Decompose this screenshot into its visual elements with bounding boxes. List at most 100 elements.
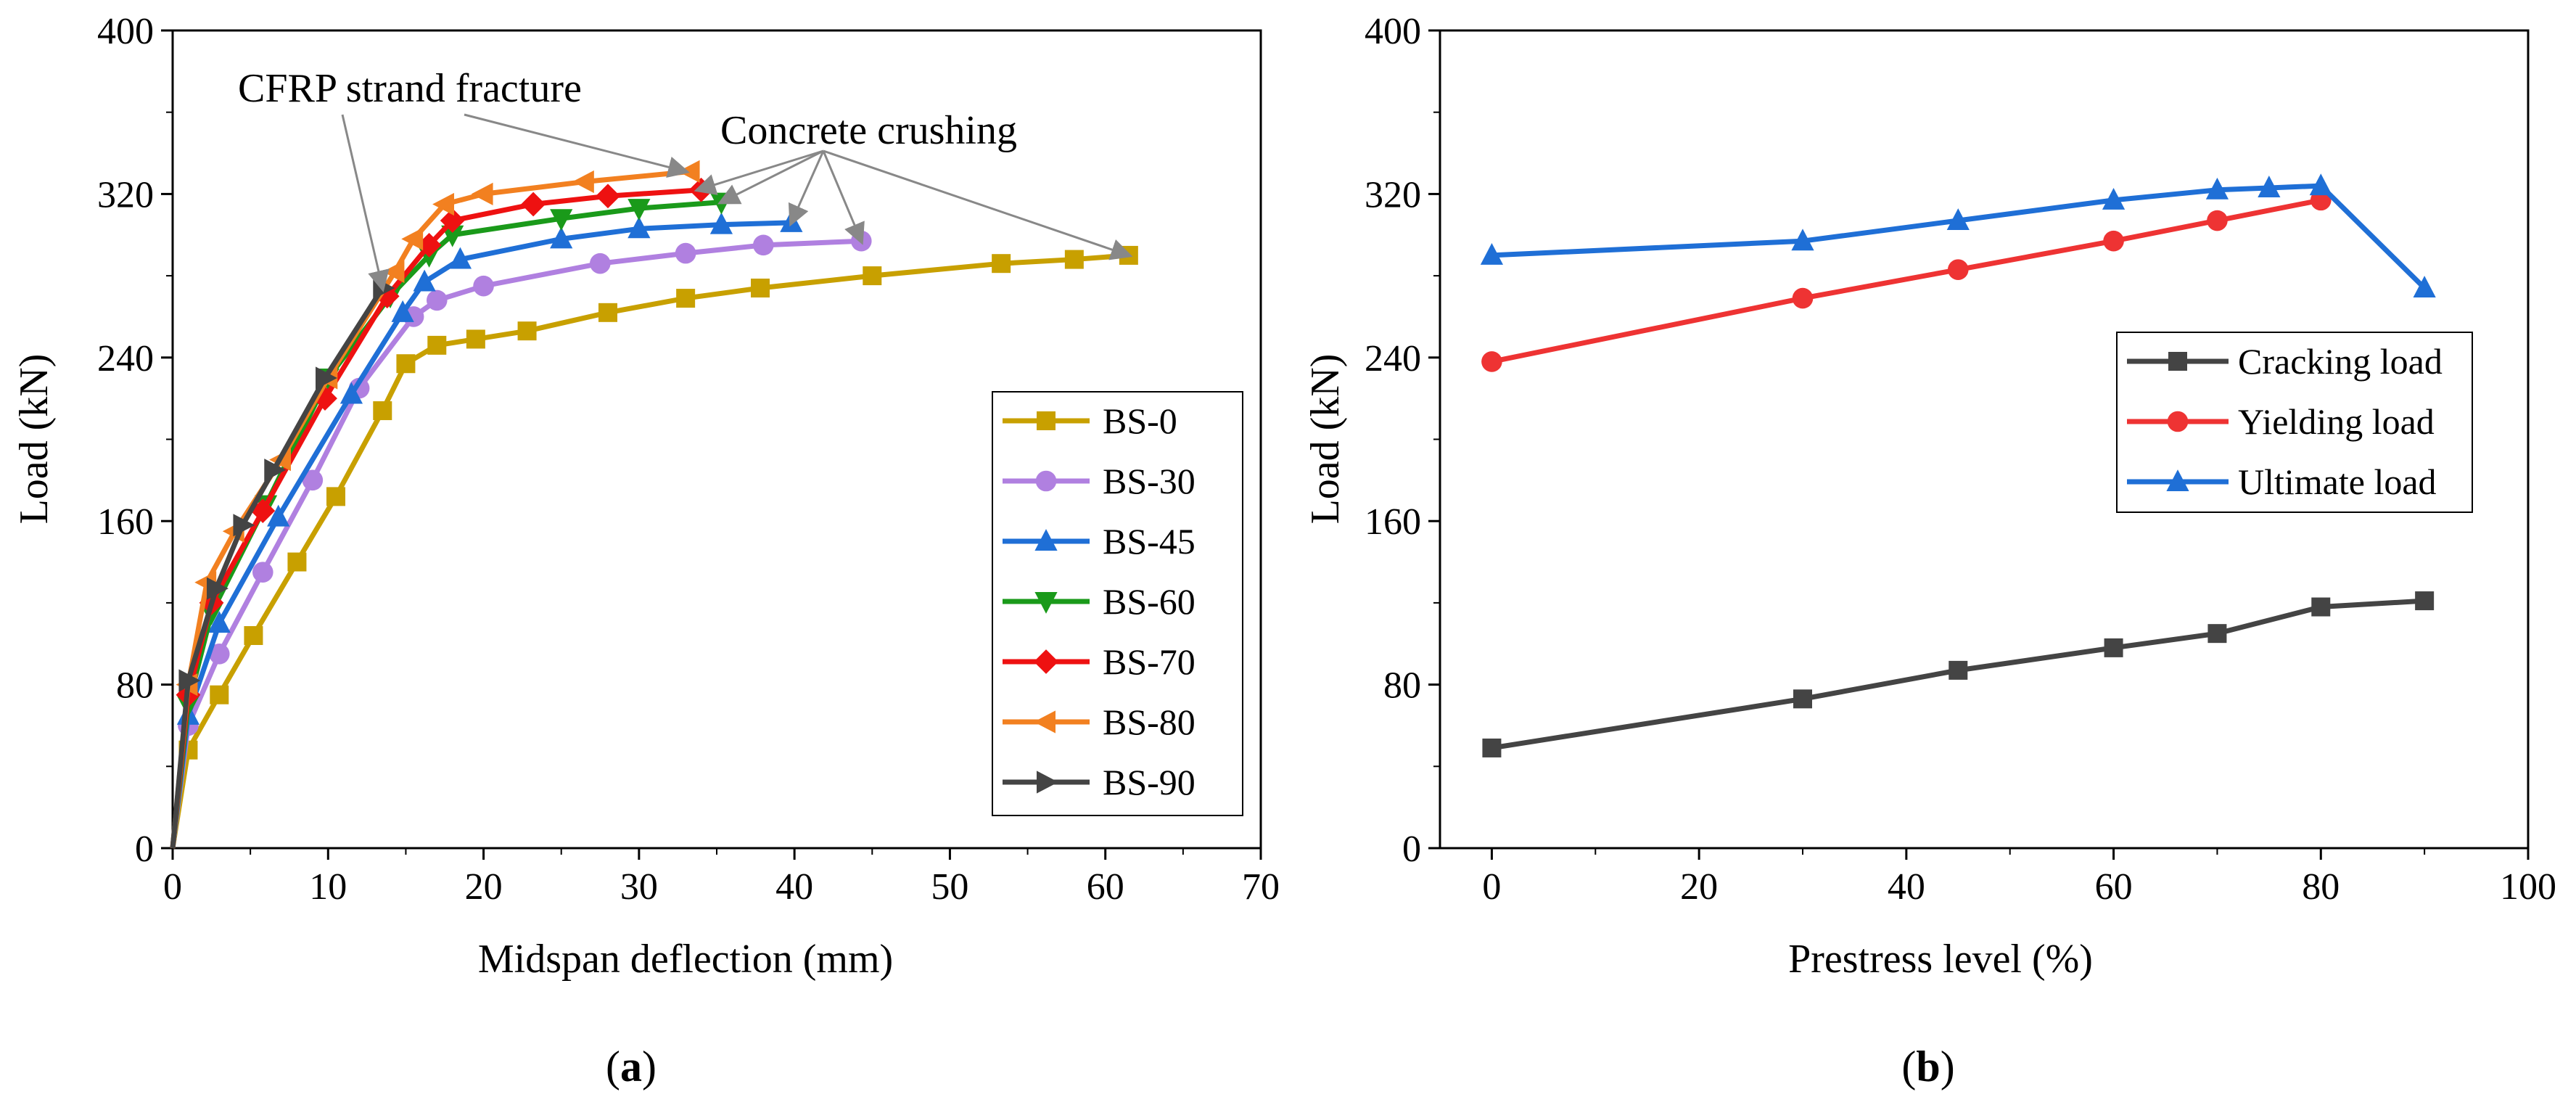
data-point [287,552,307,572]
y-tick-label: 80 [116,665,154,707]
chart-a-legend: BS-0 BS-30 BS-45 BS-60 BS-70 BS-80 BS-90 [992,391,1243,816]
legend-label: BS-30 [1103,461,1196,501]
data-point [596,184,620,209]
series-bs-30 [170,230,872,849]
data-point [473,275,494,297]
chart-b: 0 20 40 60 80 100 0 80 160 240 320 400 Prestress le… [1303,11,2556,1090]
data-point [267,504,290,527]
arrow-crushing-bs60 [717,149,824,205]
data-point [426,289,448,311]
data-point [1481,351,1502,372]
panel-label-b-letter: b [1916,1043,1940,1090]
data-point [1793,689,1812,709]
y-tick-label: 320 [97,174,154,215]
data-point [2103,230,2124,252]
data-point [2413,276,2436,298]
x-tick-label: 40 [1888,866,1925,908]
data-point [1480,243,1504,265]
y-tick-label: 240 [1365,338,1421,379]
data-point [326,487,345,506]
legend-label: BS-90 [1103,762,1196,802]
data-point [448,247,472,269]
legend-label: BS-70 [1103,641,1196,682]
y-tick-label: 160 [97,501,154,543]
data-point [313,386,337,411]
data-point [751,279,770,298]
panel-label-b: (b) [1901,1043,1954,1090]
series-line [170,187,701,849]
data-point [2415,591,2435,611]
data-point [550,226,573,249]
legend-marker [2168,352,2187,371]
x-tick-label: 0 [163,866,182,908]
data-point [396,354,416,374]
data-point [1482,738,1502,757]
legend-marker [1034,710,1055,734]
legend-marker [1034,649,1058,674]
data-point [709,212,733,234]
data-point [302,469,324,491]
legend-label: Yielding load [2238,401,2435,442]
chart-b-legend: Cracking load Yielding load Ultimate load [2116,332,2473,513]
data-point [427,335,447,355]
chart-a-annotations: CFRP strand fracture Concrete crushing [238,66,1133,292]
y-tick-label: 0 [1402,829,1421,870]
series-bs-45 [170,210,803,849]
data-point [208,644,230,665]
legend-marker [1037,771,1058,794]
y-tick-label: 320 [1365,174,1421,215]
series-bs-70 [170,177,714,849]
arrow-crushing-bs0 [823,149,1133,260]
chart-a-xlabel: Midspan deflection (mm) [478,937,893,982]
chart-a: 0 10 20 30 40 50 60 70 0 80 160 240 320 400 CFRP stra… [12,11,1280,1090]
chart-a-ylabel: Load (kN) [12,354,57,525]
data-point [992,254,1011,274]
x-tick-label: 70 [1242,866,1280,908]
data-point [521,192,546,217]
legend-label: Ultimate load [2238,461,2437,502]
series-line [1491,197,2321,364]
legend-marker [1034,529,1058,551]
y-tick-label: 400 [1365,11,1421,52]
x-tick-label: 30 [620,866,658,908]
x-tick-label: 60 [1087,866,1124,908]
data-point [441,225,464,247]
arrow-crushing-bs45 [788,150,825,227]
data-point [2102,187,2126,210]
data-point [391,300,414,322]
data-point [340,382,363,404]
series-line [170,287,385,849]
data-point [2205,177,2229,200]
legend-label: Cracking load [2238,341,2443,382]
chart-b-xlabel: Prestress level (%) [1788,937,2093,982]
legend-marker [1034,592,1058,614]
data-point [2207,624,2227,644]
x-tick-label: 50 [931,866,968,908]
data-point [676,289,696,308]
panel-label-a-letter: a [620,1043,642,1090]
x-tick-label: 20 [1680,866,1718,908]
x-tick-label: 20 [465,866,503,908]
data-point [863,266,882,286]
legend-marker [1035,470,1057,492]
series-bs-0 [170,245,1138,849]
data-point [2207,210,2228,231]
x-tick-label: 80 [2302,866,2340,908]
series-line [170,252,1129,849]
data-point [627,216,651,239]
data-point [572,170,594,194]
data-point [401,227,424,250]
data-point [1064,250,1084,269]
series-bs-80 [170,160,700,849]
arrow-fracture-bs80 [464,113,690,178]
x-tick-label: 60 [2095,866,2133,908]
series-bs-90 [170,276,395,849]
data-point [244,625,263,645]
y-tick-label: 0 [135,829,154,870]
x-tick-label: 10 [309,866,347,908]
legend-label: BS-0 [1103,400,1177,441]
data-point [252,562,273,583]
y-tick-label: 240 [97,338,154,379]
data-point [627,199,651,221]
